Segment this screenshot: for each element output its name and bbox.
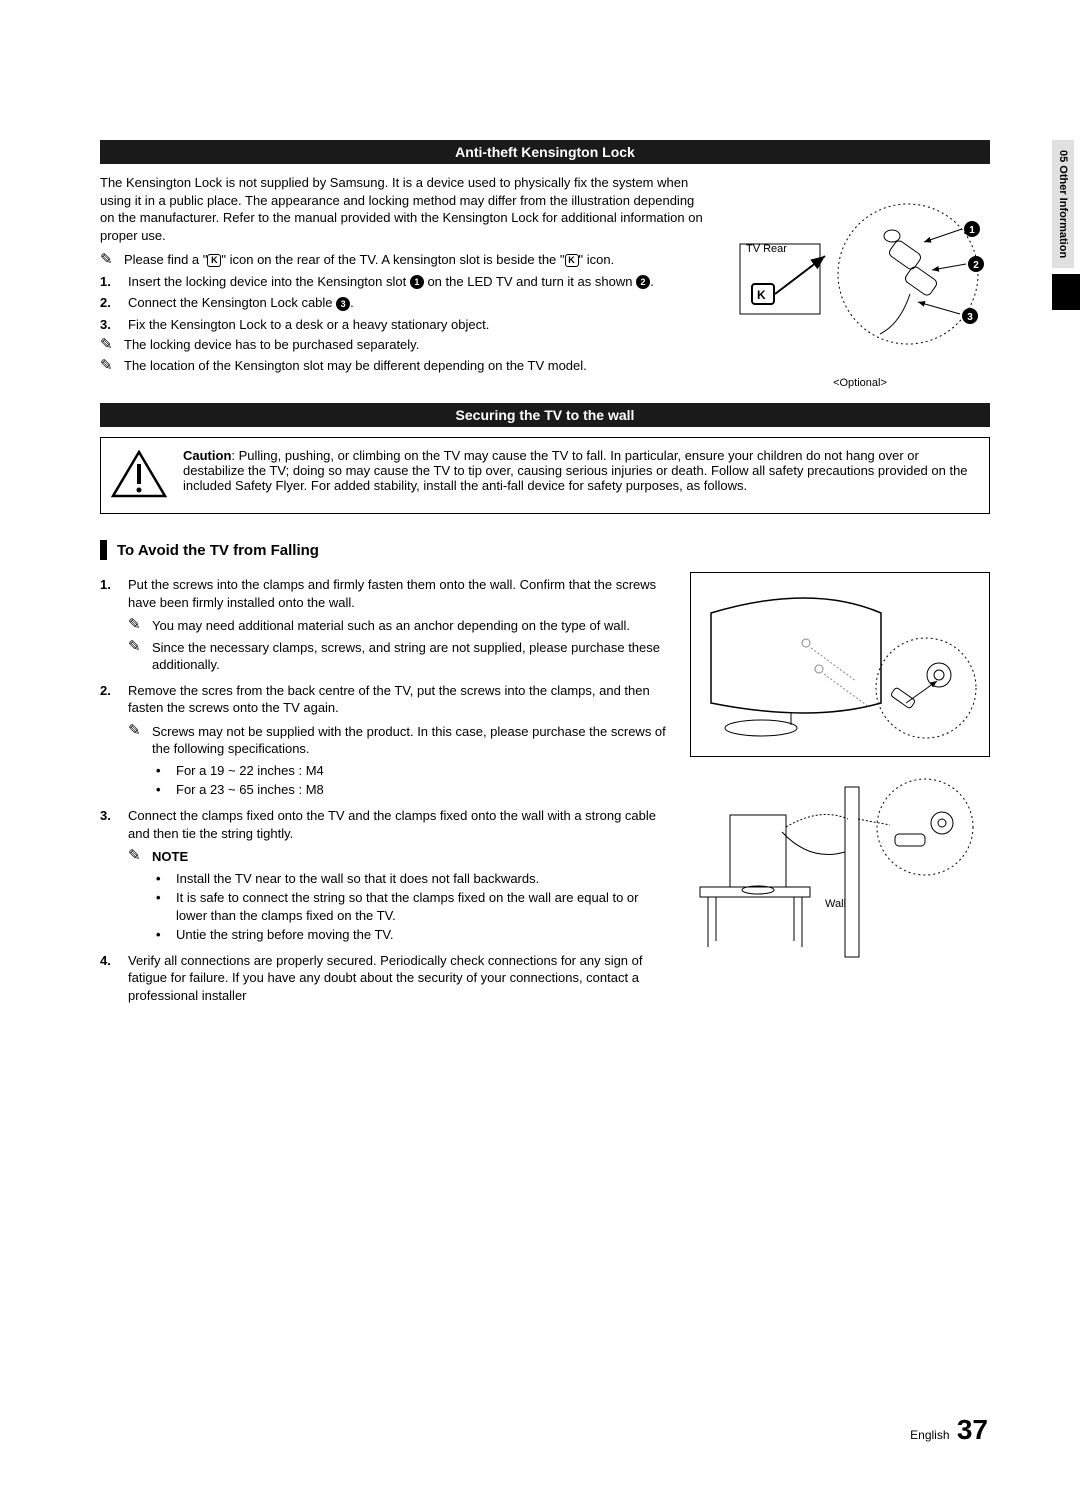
svg-text:Wall: Wall xyxy=(825,898,846,910)
note-icon: ✎ xyxy=(128,639,146,656)
footer-page-number: 37 xyxy=(957,1414,988,1445)
side-tab-marker xyxy=(1052,274,1080,310)
note-icon: ✎ xyxy=(128,848,146,865)
note-icon: ✎ xyxy=(100,252,118,269)
caution-box: Caution: Pulling, pushing, or climbing o… xyxy=(100,437,990,514)
section1-figure: TV Rear K 1 2 3 xyxy=(730,174,990,389)
section1-steps: 1. Insert the locking device into the Ke… xyxy=(100,273,712,334)
note-icon: ✎ xyxy=(100,358,118,375)
section1-note3: ✎ The location of the Kensington slot ma… xyxy=(100,358,712,375)
tv-rear-label: TV Rear xyxy=(746,243,787,255)
section3-text: 1. Put the screws into the clamps and fi… xyxy=(100,572,672,1008)
section3-row: 1. Put the screws into the clamps and fi… xyxy=(100,572,990,1008)
section1-note2: ✎ The locking device has to be purchased… xyxy=(100,337,712,354)
svg-text:K: K xyxy=(757,288,766,302)
svg-text:1: 1 xyxy=(969,225,975,236)
k-lock-icon: K xyxy=(565,254,579,267)
section1-intro: The Kensington Lock is not supplied by S… xyxy=(100,174,712,244)
svg-text:3: 3 xyxy=(967,312,973,323)
wall-diagram: Wall xyxy=(690,767,990,980)
section1-note1: ✎ Please find a "K" icon on the rear of … xyxy=(100,252,712,269)
section3-figures: Wall xyxy=(690,572,990,1008)
circle-3-icon: 3 xyxy=(336,297,350,311)
section2-title: Securing the TV to the wall xyxy=(100,403,990,427)
subhead-row: To Avoid the TV from Falling xyxy=(100,540,990,560)
section1-title: Anti-theft Kensington Lock xyxy=(100,140,990,164)
section1-row: The Kensington Lock is not supplied by S… xyxy=(100,174,990,389)
section3-steps: 1. Put the screws into the clamps and fi… xyxy=(100,576,672,1004)
page-footer: English 37 xyxy=(910,1414,988,1446)
side-tab-label: 05 Other Information xyxy=(1052,140,1074,268)
circle-1-icon: 1 xyxy=(410,275,424,289)
side-tab: 05 Other Information xyxy=(1052,140,1080,310)
tv-screw-diagram xyxy=(690,572,990,757)
note-icon: ✎ xyxy=(128,723,146,740)
caution-text: Caution: Pulling, pushing, or climbing o… xyxy=(183,448,979,493)
subhead: To Avoid the TV from Falling xyxy=(117,542,319,559)
warning-icon xyxy=(111,450,167,503)
k-lock-icon: K xyxy=(207,254,221,267)
circle-2-icon: 2 xyxy=(636,275,650,289)
page: 05 Other Information Anti-theft Kensingt… xyxy=(0,0,1080,1494)
section1-text: The Kensington Lock is not supplied by S… xyxy=(100,174,712,389)
subhead-bar-icon xyxy=(100,540,107,560)
footer-lang: English xyxy=(910,1428,949,1442)
note-icon: ✎ xyxy=(128,617,146,634)
svg-text:2: 2 xyxy=(973,260,979,271)
kensington-diagram: TV Rear K 1 2 3 xyxy=(730,174,990,374)
note-icon: ✎ xyxy=(100,337,118,354)
optional-label: <Optional> xyxy=(730,377,990,389)
